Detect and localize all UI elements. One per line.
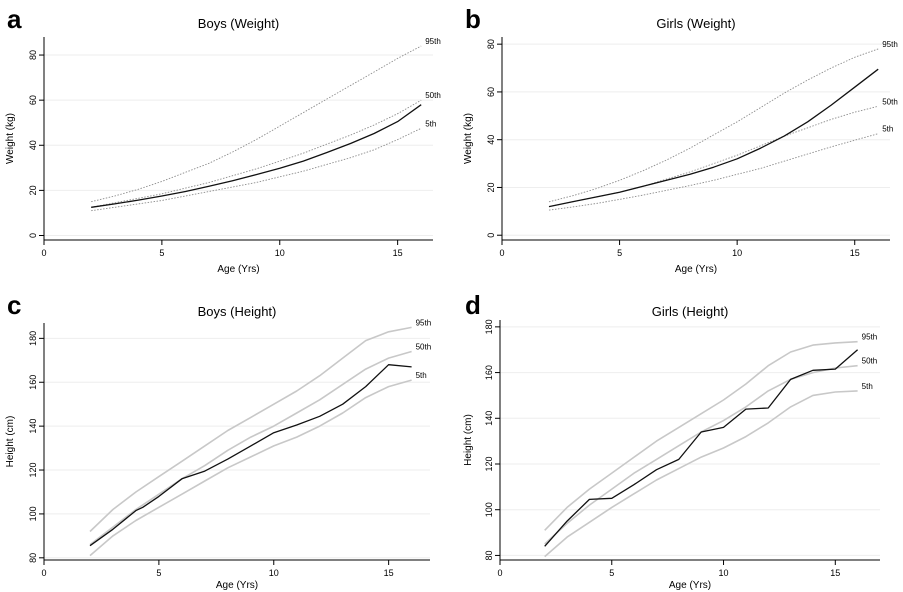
series-label-5th: 5th [862, 382, 873, 391]
x-axis-label: Age (Yrs) [216, 580, 258, 591]
series-label-95th: 95th [416, 318, 432, 327]
y-tick-label: 180 [484, 319, 494, 334]
series-label-5th: 5th [425, 119, 436, 128]
panel-letter-a: a [7, 4, 22, 34]
panel-letter-d: d [465, 290, 481, 320]
series-line-50th [91, 99, 422, 208]
chart-title: Girls (Height) [652, 304, 729, 319]
series-line-50th [544, 364, 858, 545]
series-line-50th [548, 105, 879, 208]
y-tick-label: 0 [28, 233, 38, 238]
x-tick-label: 15 [393, 248, 403, 258]
series-line-50th [89, 350, 412, 546]
chart-panel-0: 0 5 10 15 0 20 40 60 80 Boys (Weight) Age (Yrs) Wei… [5, 16, 441, 275]
x-axis-label: Age (Yrs) [669, 580, 711, 591]
y-tick-label: 80 [486, 39, 496, 49]
x-tick-label: 15 [384, 568, 394, 578]
series-label-95th: 95th [425, 37, 441, 46]
series-line-5th [91, 127, 422, 212]
x-tick-label: 5 [159, 248, 164, 258]
x-tick-label: 15 [830, 568, 840, 578]
panel-letter-b: b [465, 4, 481, 34]
x-tick-label: 15 [850, 248, 860, 258]
y-axis-label: Height (cm) [5, 416, 16, 468]
series-line-5th [544, 390, 858, 558]
y-tick-label: 40 [486, 135, 496, 145]
x-tick-label: 10 [269, 568, 279, 578]
series-label-95th: 95th [862, 333, 878, 342]
x-tick-label: 0 [499, 248, 504, 258]
y-axis-label: Weight (kg) [5, 113, 16, 164]
x-tick-label: 10 [732, 248, 742, 258]
y-axis-label: Height (cm) [463, 414, 474, 466]
series-label-5th: 5th [416, 371, 427, 380]
y-tick-label: 160 [28, 375, 38, 390]
y-tick-label: 80 [484, 550, 494, 560]
x-tick-label: 5 [156, 568, 161, 578]
y-tick-label: 100 [484, 502, 494, 517]
series-label-50th: 50th [862, 357, 878, 366]
series-line-95th [89, 326, 412, 533]
series-line-observed [544, 349, 859, 547]
x-tick-label: 5 [617, 248, 622, 258]
x-tick-label: 10 [275, 248, 285, 258]
y-tick-label: 100 [28, 506, 38, 521]
series-label-95th: 95th [882, 40, 898, 49]
y-axis-label: Weight (kg) [463, 113, 474, 164]
y-tick-label: 80 [28, 553, 38, 563]
x-tick-label: 0 [41, 568, 46, 578]
chart-title: Boys (Weight) [198, 16, 279, 31]
y-tick-label: 20 [28, 185, 38, 195]
y-tick-label: 20 [486, 182, 496, 192]
chart-panel-3: 0 5 10 15 80 100 120 140 160 180 Girls (Height) Age… [463, 304, 880, 591]
series-line-5th [548, 133, 879, 211]
y-tick-label: 60 [486, 87, 496, 97]
x-tick-label: 5 [609, 568, 614, 578]
series-line-5th [89, 379, 412, 557]
y-tick-label: 0 [486, 233, 496, 238]
series-line-95th [91, 45, 422, 203]
chart-title: Girls (Weight) [656, 16, 735, 31]
y-tick-label: 60 [28, 95, 38, 105]
y-tick-label: 40 [28, 140, 38, 150]
series-line-observed [89, 364, 412, 547]
chart-panel-1: 0 5 10 15 0 20 40 60 80 Girls (Weight) Age (Yrs) We… [463, 16, 898, 275]
x-tick-label: 0 [41, 248, 46, 258]
y-tick-label: 140 [484, 411, 494, 426]
series-label-50th: 50th [882, 97, 898, 106]
x-axis-label: Age (Yrs) [675, 264, 717, 275]
x-axis-label: Age (Yrs) [217, 264, 259, 275]
series-label-50th: 50th [425, 91, 441, 100]
chart-title: Boys (Height) [198, 304, 277, 319]
y-tick-label: 140 [28, 419, 38, 434]
y-tick-label: 160 [484, 365, 494, 380]
x-tick-label: 0 [497, 568, 502, 578]
y-tick-label: 80 [28, 50, 38, 60]
series-line-observed [548, 68, 879, 208]
chart-panel-2: 0 5 10 15 80 100 120 140 160 180 Boys (Height) Age … [5, 304, 431, 591]
series-line-95th [544, 340, 858, 531]
y-tick-label: 120 [28, 463, 38, 478]
y-tick-label: 180 [28, 331, 38, 346]
series-line-95th [548, 48, 879, 203]
series-label-50th: 50th [416, 343, 432, 352]
panel-letter-c: c [7, 290, 22, 320]
series-label-5th: 5th [882, 125, 893, 134]
series-line-observed [91, 104, 422, 208]
x-tick-label: 10 [719, 568, 729, 578]
y-tick-label: 120 [484, 456, 494, 471]
